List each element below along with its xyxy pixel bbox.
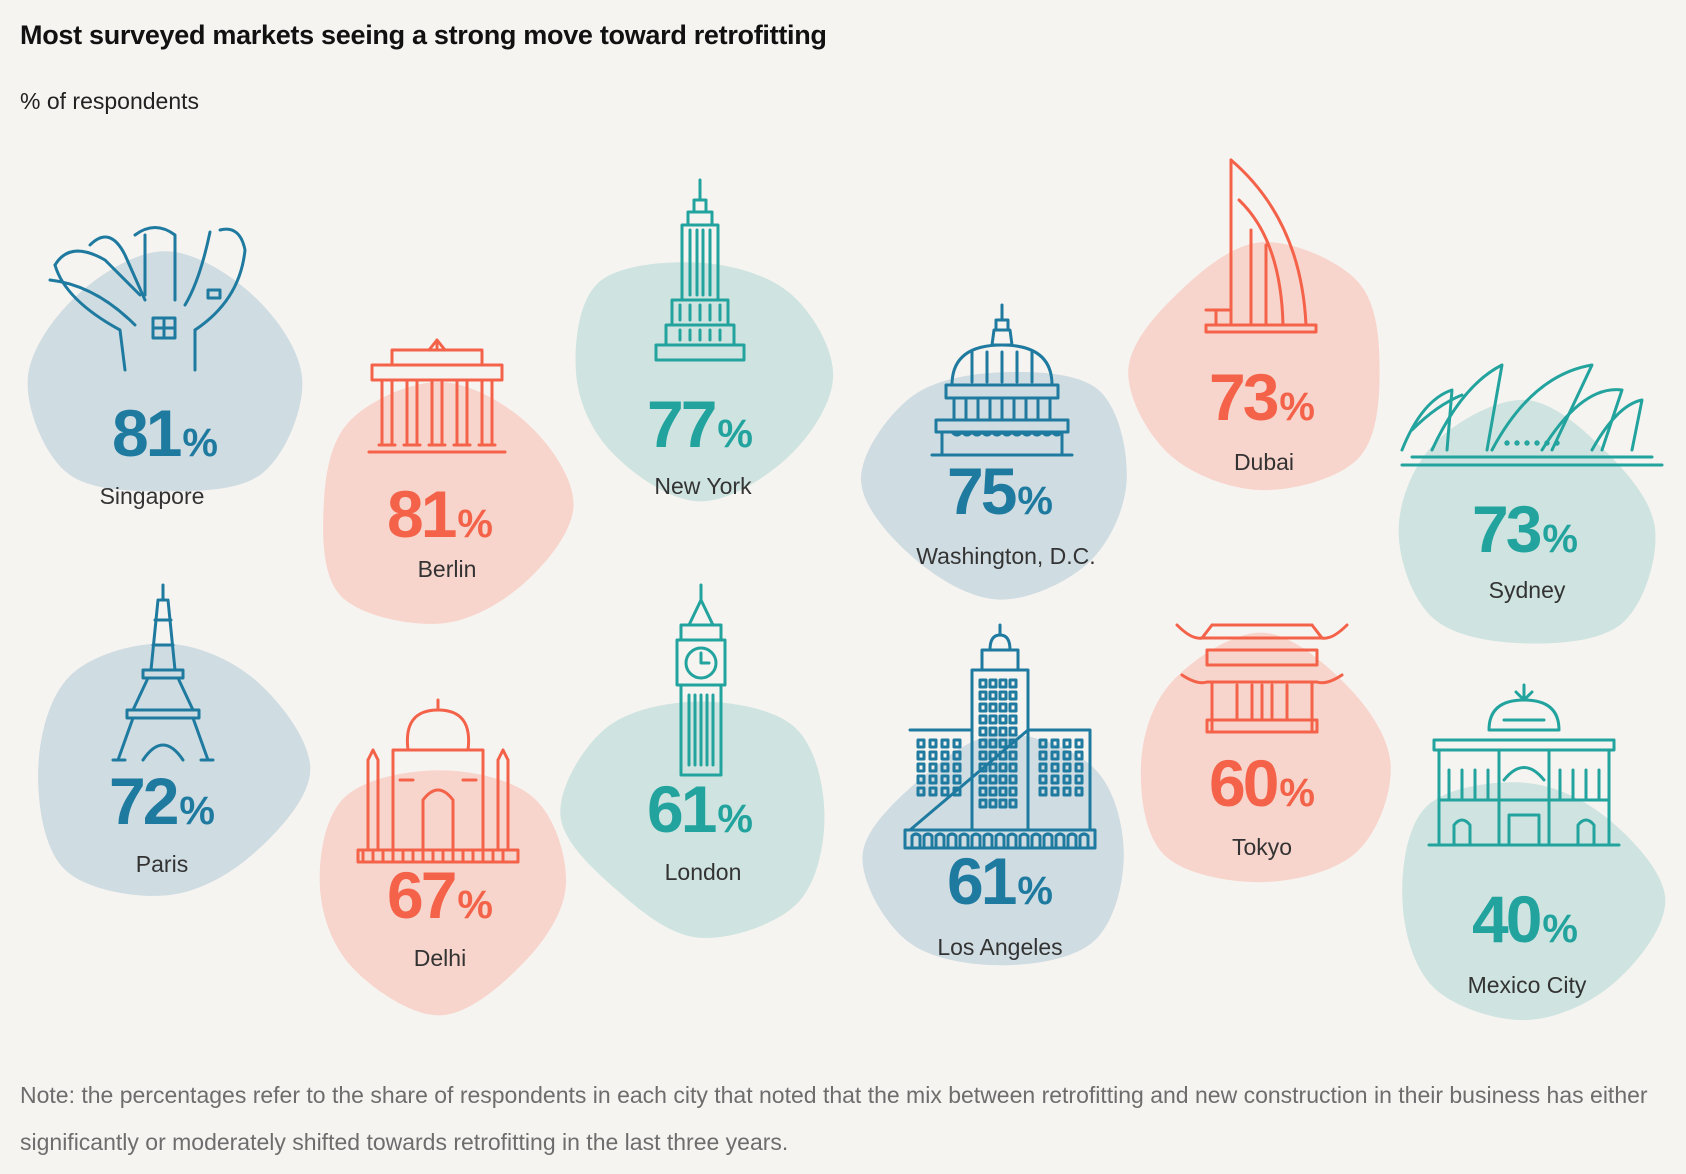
blob-background <box>38 643 311 896</box>
palacio-bellas-artes-icon <box>1427 683 1621 847</box>
city-name-label: London <box>665 859 742 885</box>
value-label: 77% <box>647 387 753 461</box>
city-name-label: New York <box>654 473 752 499</box>
value-label: 61% <box>947 844 1053 918</box>
chart-subtitle: % of respondents <box>20 88 200 114</box>
blob-background <box>1402 782 1666 1021</box>
blob-background <box>319 770 567 1016</box>
city-name-label: Delhi <box>414 945 466 971</box>
city-dubai: 73% Dubai <box>1128 158 1380 491</box>
blob-background <box>1140 632 1391 883</box>
empire-state-building-icon <box>654 178 746 362</box>
city-los-angeles: 61% Los Angeles <box>862 623 1124 966</box>
burj-al-arab-icon <box>1204 158 1318 334</box>
brandenburg-gate-icon <box>367 338 507 454</box>
city-delhi: 67% Delhi <box>319 698 567 1016</box>
blob-background <box>323 381 574 624</box>
city-mexico-city: 40% Mexico City <box>1402 683 1666 1021</box>
value-label: 81% <box>387 477 493 551</box>
city-london: 61% London <box>560 583 825 939</box>
value-label: 73% <box>1472 492 1578 566</box>
city-name-label: Washington, D.C. <box>916 543 1095 569</box>
value-label: 67% <box>387 858 493 932</box>
city-name-label: Singapore <box>100 483 205 509</box>
city-sydney: 73% Sydney <box>1398 363 1664 644</box>
blob-background <box>575 262 834 502</box>
city-name-label: Sydney <box>1489 577 1566 603</box>
big-ben-icon <box>675 583 727 777</box>
city-name-label: Dubai <box>1234 449 1294 475</box>
city-name-label: Mexico City <box>1468 972 1587 998</box>
chart-note: Note: the percentages refer to the share… <box>20 1082 1648 1155</box>
value-label: 60% <box>1209 746 1315 820</box>
value-label: 75% <box>947 454 1053 528</box>
blob-background <box>560 701 825 939</box>
blob-background <box>1128 241 1380 491</box>
city-paris: 72% Paris <box>38 583 311 896</box>
value-label: 40% <box>1472 882 1578 956</box>
opera-house-icon <box>1400 363 1664 467</box>
chart-title: Most surveyed markets seeing a strong mo… <box>20 20 827 50</box>
city-hall-icon <box>903 623 1097 850</box>
temple-gate-icon <box>1175 623 1349 734</box>
city-chart: 81% Singapore 81% Berlin 77% New York 75% Washi… <box>27 158 1666 1021</box>
city-name-label: Berlin <box>418 556 477 582</box>
artscience-museum-icon <box>48 226 247 372</box>
city-berlin: 81% Berlin <box>323 338 574 624</box>
value-label: 73% <box>1209 360 1315 434</box>
city-name-label: Paris <box>136 851 188 877</box>
city-name-label: Los Angeles <box>937 934 1062 960</box>
taj-mahal-icon <box>356 698 520 864</box>
city-new-york: 77% New York <box>575 178 834 502</box>
city-name-label: Tokyo <box>1232 834 1292 860</box>
eiffel-tower-icon <box>111 583 215 762</box>
blob-background <box>27 251 303 492</box>
blob-background <box>860 371 1127 600</box>
city-singapore: 81% Singapore <box>27 226 303 509</box>
value-label: 72% <box>109 764 215 838</box>
city-tokyo: 60% Tokyo <box>1140 623 1391 883</box>
blob-background <box>1398 399 1656 644</box>
value-label: 81% <box>112 396 218 470</box>
value-label: 61% <box>647 772 753 846</box>
city-washington-d-c: 75% Washington, D.C. <box>860 303 1127 600</box>
capitol-dome-icon <box>930 303 1074 457</box>
